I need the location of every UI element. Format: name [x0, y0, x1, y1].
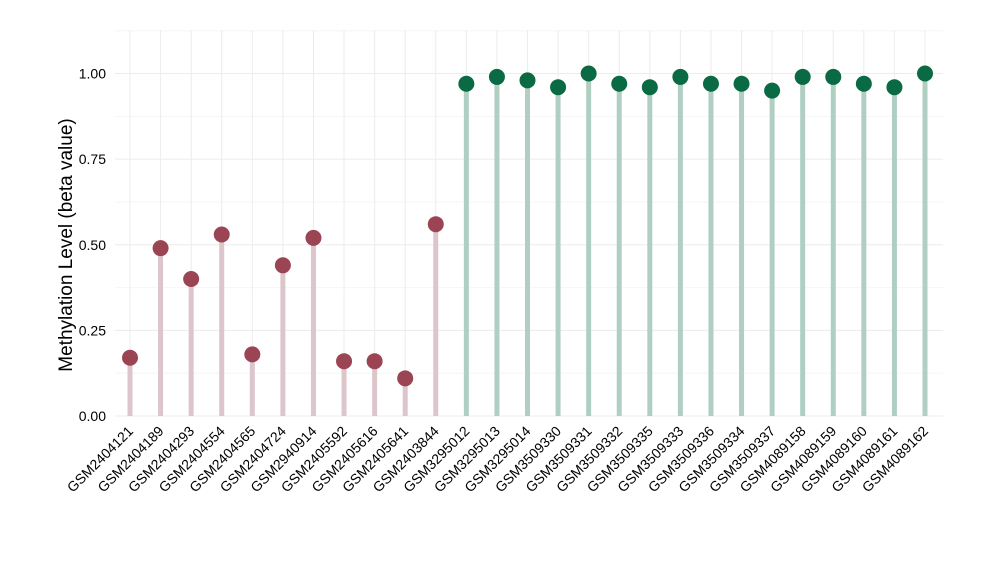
lollipop-point	[488, 68, 505, 85]
lollipop-point	[611, 75, 628, 92]
lollipop-point	[152, 240, 169, 257]
y-tick-label: 1.00	[79, 66, 106, 82]
y-axis-ticks: 0.00 0.25 0.50 0.75 1.00	[79, 66, 106, 425]
lollipop-point	[917, 65, 933, 82]
lollipop-point	[213, 226, 230, 243]
y-tick-label: 0.75	[79, 151, 106, 167]
lollipop-point	[672, 68, 689, 85]
lollipop-point	[183, 271, 200, 287]
lollipop-point	[122, 349, 138, 366]
x-axis-ticks: GSM2404121GSM2404189GSM2404293GSM2404554…	[64, 423, 932, 496]
lollipop-point	[366, 353, 383, 370]
lollipop-point	[825, 68, 842, 85]
lollipop-point	[244, 346, 261, 363]
y-tick-label: 0.50	[79, 237, 106, 253]
y-tick-label: 0.00	[79, 408, 106, 424]
lollipop-point	[764, 82, 781, 99]
lollipop-point	[458, 75, 475, 92]
stems	[127, 73, 928, 416]
lollipop-point	[733, 75, 750, 92]
lollipop-point	[305, 229, 322, 246]
lollipop-point	[702, 75, 719, 92]
lollipop-point	[397, 370, 414, 387]
y-axis-title: Methylation Level (beta value)	[56, 118, 77, 371]
y-tick-label: 0.25	[79, 322, 106, 338]
lollipop-point	[519, 72, 536, 89]
lollipop-point	[855, 75, 872, 92]
lollipop-point	[641, 79, 658, 96]
lollipop-point	[427, 216, 444, 233]
lollipop-point	[274, 257, 291, 274]
points	[122, 65, 933, 387]
lollipop-point	[794, 68, 811, 85]
lollipop-point	[550, 79, 567, 96]
lollipop-point	[886, 79, 903, 96]
lollipop-point	[580, 65, 597, 82]
lollipop-point	[336, 353, 353, 370]
